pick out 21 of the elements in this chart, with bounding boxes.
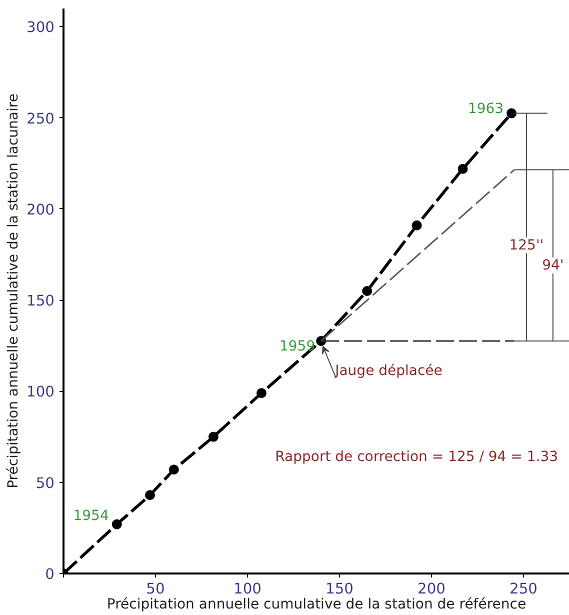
annotation: 1959 (279, 338, 316, 354)
annotation: 1954 (73, 508, 109, 524)
x-tick-label: 100 (234, 580, 262, 598)
annotation: 1963 (468, 100, 504, 117)
annotation: 125'' (509, 237, 544, 254)
x-tick-label: 50 (146, 580, 165, 598)
x-tick-label: 250 (510, 580, 538, 598)
y-tick-label: 150 (26, 292, 55, 310)
y-tick-label: 50 (36, 474, 55, 492)
y-tick-label: 100 (26, 384, 55, 401)
x-axis-title: Précipitation annuelle cumulative de la station de référence (106, 596, 526, 612)
y-tick-label: 300 (26, 19, 55, 36)
y-tick-label: 0 (45, 566, 55, 583)
annotation: 94' (542, 257, 564, 274)
annotation: Rapport de correction = 125 / 94 = 1.33 (275, 448, 558, 465)
y-tick-label: 200 (26, 201, 55, 218)
y-axis-title: Précipitation annuelle cumulative de la station lacunaire (6, 94, 22, 488)
x-tick-label: 200 (418, 580, 446, 598)
y-tick-label: 250 (26, 110, 55, 128)
x-tick-label: 150 (326, 580, 354, 598)
annotation: Jauge déplacée (334, 362, 442, 379)
